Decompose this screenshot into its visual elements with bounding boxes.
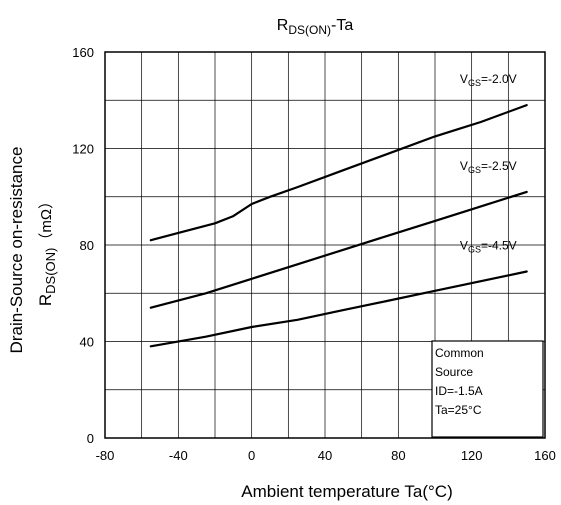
x-tick-label: -40 — [169, 448, 188, 463]
series-line-2 — [149, 190, 528, 309]
series-labels: VGS=-2.0V VGS=-2.5V VGS=-4.5V — [460, 72, 517, 254]
y-tick-label: 120 — [72, 142, 94, 157]
x-tick-label: 80 — [391, 448, 405, 463]
x-tick-label: 40 — [318, 448, 332, 463]
series-label-3: VGS=-4.5V — [460, 239, 517, 255]
x-axis-title: Ambient temperature Ta(°C) — [241, 482, 453, 501]
y-axis-title: Drain-Source on-resistance — [7, 147, 26, 354]
y-tick-label: 80 — [80, 238, 94, 253]
conditions-box-frame — [431, 340, 544, 438]
conditions-line-1: Common — [435, 346, 484, 360]
x-tick-label: 160 — [534, 448, 556, 463]
x-tick-labels: -80 -40 0 40 80 120 160 — [96, 448, 556, 463]
y-tick-labels: 0 40 80 120 160 — [72, 45, 94, 446]
y-axis-title-line2: RDS(ON)（mΩ） — [36, 194, 58, 306]
conditions-line-4: Ta=25°C — [435, 403, 482, 417]
series-line-3 — [149, 270, 528, 348]
y-tick-label: 160 — [72, 45, 94, 60]
series-label-2: VGS=-2.5V — [460, 159, 517, 175]
conditions-box: Common Source ID=-1.5A Ta=25°C — [431, 340, 544, 438]
series-lines — [149, 103, 528, 348]
y-axis-title-symbol: RDS(ON)（mΩ） — [36, 194, 58, 306]
y-tick-label: 0 — [87, 431, 94, 446]
x-tick-label: 120 — [461, 448, 483, 463]
x-tick-label: -80 — [96, 448, 115, 463]
chart-title: RDS(ON)-Ta — [277, 17, 354, 37]
plot-frame — [104, 51, 546, 439]
x-tick-label: 0 — [248, 448, 255, 463]
series-line-1 — [149, 103, 528, 242]
conditions-line-2: Source — [435, 365, 473, 379]
y-axis-title-line1: Drain-Source on-resistance — [7, 147, 26, 354]
conditions-line-3: ID=-1.5A — [435, 384, 483, 398]
series-label-1: VGS=-2.0V — [460, 72, 517, 88]
y-tick-label: 40 — [80, 335, 94, 350]
